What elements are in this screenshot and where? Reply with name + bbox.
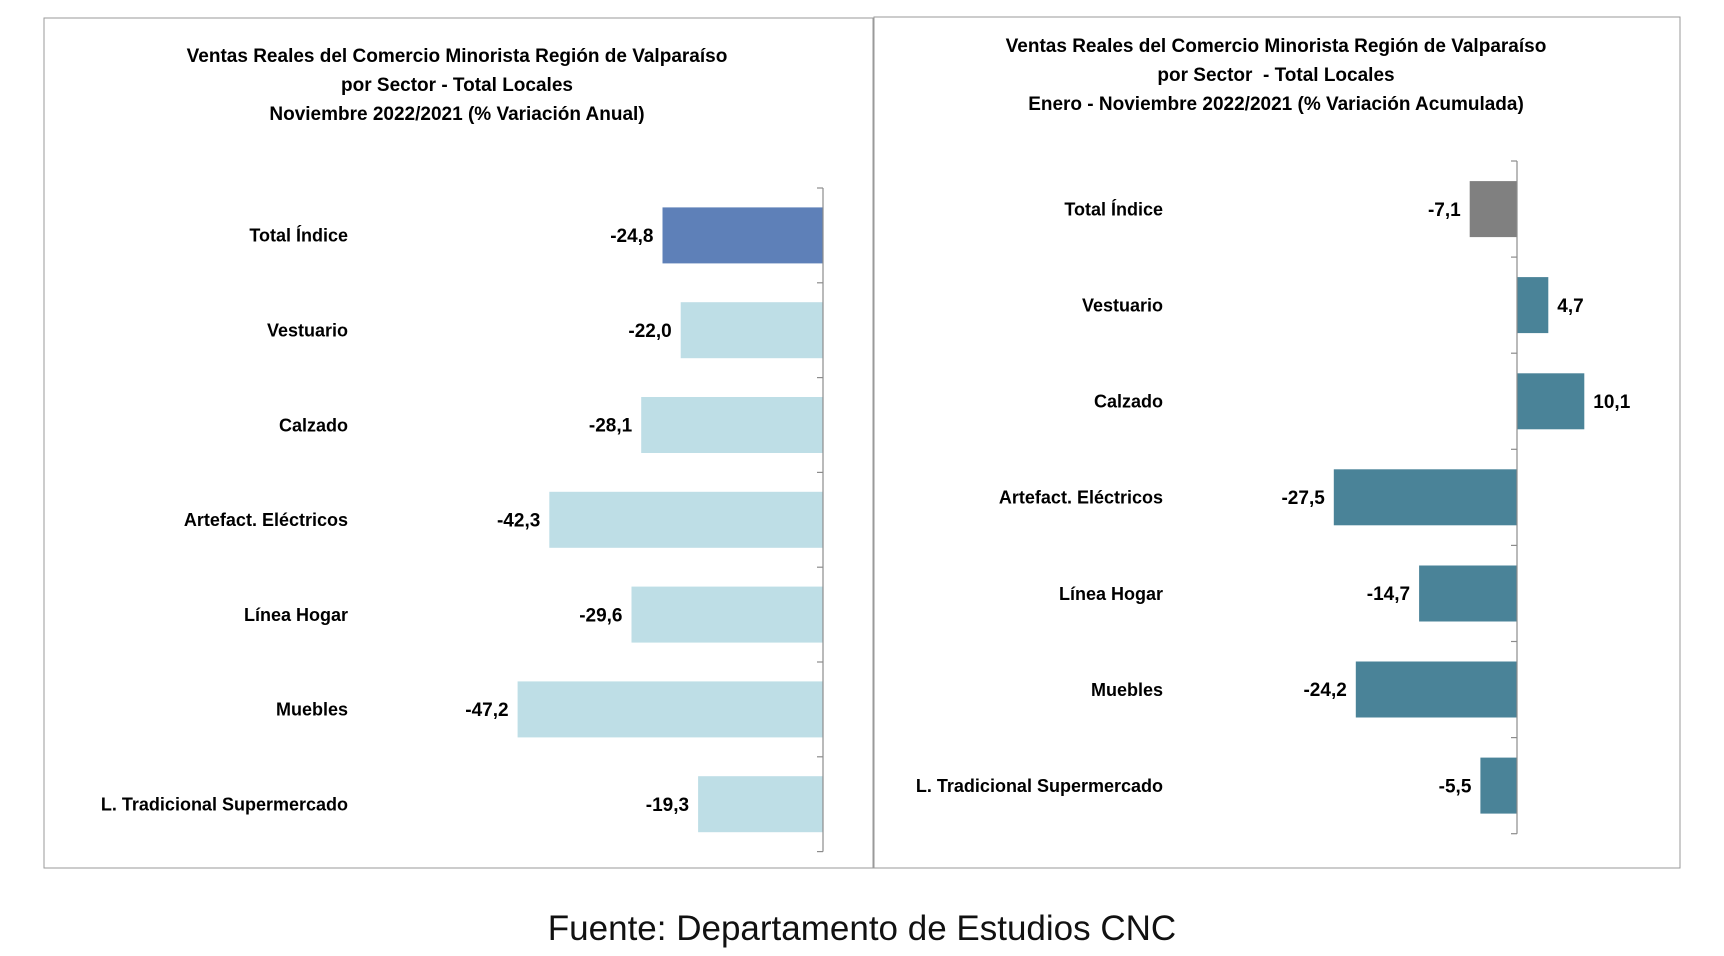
chart-annual-title-line-3: Noviembre 2022/2021 (% Variación Anual) (269, 104, 644, 125)
chart-annual-title: Ventas Reales del Comercio Minorista Reg… (187, 46, 728, 125)
cumulative-data-label-calzado: 10,1 (1593, 392, 1630, 413)
chart-annual-title-line-1: Ventas Reales del Comercio Minorista Reg… (187, 46, 728, 67)
annual-data-label-muebles: -47,2 (465, 700, 508, 721)
cumulative-data-label-artefact-electricos: -27,5 (1281, 488, 1325, 509)
annual-bar-artefact-electricos (549, 491, 823, 548)
cumulative-category-label-muebles: Muebles (1091, 680, 1163, 700)
annual-data-label-linea-hogar: -29,6 (579, 605, 622, 626)
cumulative-category-label-artefact-electricos: Artefact. Eléctricos (999, 488, 1163, 508)
cumulative-bar-l-tradicional-supermercado (1480, 757, 1517, 814)
cumulative-category-label-calzado: Calzado (1094, 392, 1163, 412)
cumulative-bar-linea-hogar (1419, 565, 1517, 622)
annual-data-label-total-indice: -24,8 (610, 226, 653, 247)
annual-bar-total-indice (662, 207, 823, 264)
annual-data-label-artefact-electricos: -42,3 (497, 510, 540, 531)
annual-data-label-l-tradicional-supermercado: -19,3 (646, 795, 689, 816)
chart-cumulative-title-line-2: por Sector - Total Locales (1157, 65, 1394, 86)
cumulative-category-label-total-indice: Total Índice (1064, 198, 1163, 219)
chart-cumulative-title-line-3: Enero - Noviembre 2022/2021 (% Variación… (1028, 94, 1524, 115)
cumulative-category-label-vestuario: Vestuario (1082, 295, 1163, 315)
chart-cumulative-frame (873, 16, 1681, 869)
chart-cumulative-title-line-1: Ventas Reales del Comercio Minorista Reg… (1006, 36, 1547, 57)
chart-cumulative-title: Ventas Reales del Comercio Minorista Reg… (1006, 36, 1547, 115)
cumulative-bar-total-indice (1469, 181, 1517, 238)
chart-annual-title-line-2: por Sector - Total Locales (341, 75, 573, 96)
chart-annual: Ventas Reales del Comercio Minorista Reg… (43, 17, 874, 869)
annual-category-label-l-tradicional-supermercado: L. Tradicional Supermercado (101, 795, 348, 815)
cumulative-bar-vestuario (1517, 277, 1549, 334)
annual-category-label-muebles: Muebles (276, 700, 348, 720)
cumulative-data-label-vestuario: 4,7 (1557, 296, 1583, 317)
annual-category-label-total-indice: Total Índice (249, 225, 348, 246)
annual-bar-muebles (517, 681, 823, 738)
chart-cumulative: Ventas Reales del Comercio Minorista Reg… (873, 16, 1681, 869)
cumulative-data-label-linea-hogar: -14,7 (1367, 584, 1410, 605)
cumulative-category-label-linea-hogar: Línea Hogar (1059, 584, 1163, 604)
chart-cumulative-plot: Total Índice -7,1 Vestuario 4,7 Calzado 10,1 A… (916, 160, 1631, 835)
annual-category-label-calzado: Calzado (279, 415, 348, 435)
source-footnote: Fuente: Departamento de Estudios CNC (547, 909, 1177, 948)
annual-bar-vestuario (680, 302, 823, 359)
annual-category-label-vestuario: Vestuario (267, 321, 348, 341)
annual-category-label-linea-hogar: Línea Hogar (244, 605, 348, 625)
cumulative-bar-calzado (1517, 373, 1585, 430)
cumulative-data-label-muebles: -24,2 (1303, 680, 1346, 701)
annual-data-label-calzado: -28,1 (589, 416, 633, 437)
annual-bar-l-tradicional-supermercado (698, 776, 823, 833)
cumulative-category-label-l-tradicional-supermercado: L. Tradicional Supermercado (916, 776, 1163, 796)
annual-bar-linea-hogar (631, 586, 823, 643)
cumulative-data-label-total-indice: -7,1 (1428, 200, 1461, 221)
cumulative-bar-artefact-electricos (1333, 469, 1517, 526)
cumulative-bar-muebles (1355, 661, 1517, 718)
annual-category-label-artefact-electricos: Artefact. Eléctricos (184, 510, 348, 530)
annual-bar-calzado (641, 397, 823, 453)
annual-data-label-vestuario: -22,0 (628, 321, 671, 342)
chart-annual-plot: Total Índice -24,8 Vestuario -22,0 Calzado -2… (101, 187, 824, 853)
cumulative-data-label-l-tradicional-supermercado: -5,5 (1439, 776, 1472, 797)
